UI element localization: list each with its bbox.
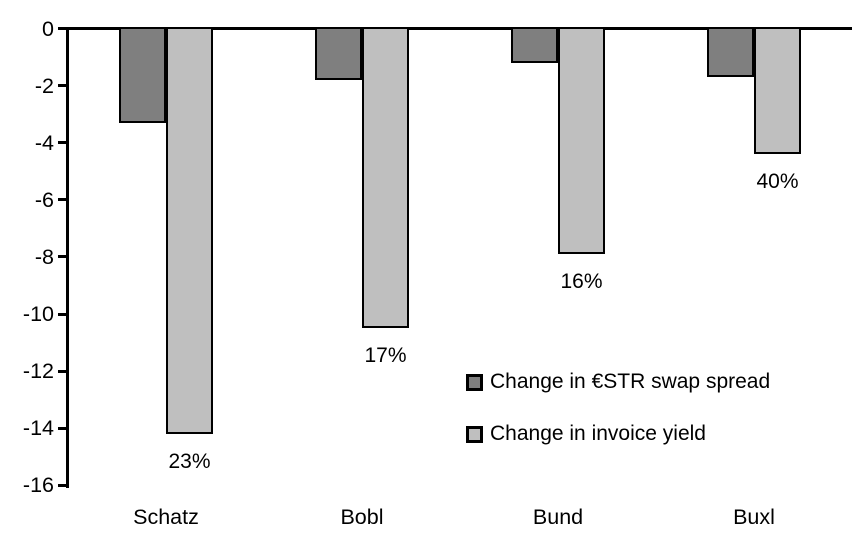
y-tick-label: 0 <box>42 16 54 41</box>
y-tick-label: -12 <box>22 359 54 384</box>
bar-bund-invoice-yield <box>558 28 605 255</box>
y-tick-mark <box>58 483 67 487</box>
zero-baseline <box>58 27 852 30</box>
x-axis-label-bund: Bund <box>532 505 584 529</box>
y-tick-mark <box>58 426 67 430</box>
data-label-schatz: 23% <box>168 450 211 474</box>
bar-buxl-invoice-yield <box>754 28 801 155</box>
legend: Change in €STR swap spread Change in inv… <box>466 370 770 446</box>
y-tick-mark <box>58 255 67 259</box>
bar-schatz-swap-spread <box>119 28 166 123</box>
bar-buxl-swap-spread <box>707 28 754 78</box>
data-label-bund: 16% <box>560 270 603 294</box>
data-label-buxl: 40% <box>756 170 799 194</box>
y-tick-label: -14 <box>22 416 54 441</box>
y-tick-mark <box>58 141 67 145</box>
legend-label-swap-spread: Change in €STR swap spread <box>490 370 771 393</box>
bar-bund-swap-spread <box>511 28 558 63</box>
x-axis-label-schatz: Schatz <box>133 505 199 529</box>
x-axis-label-buxl: Buxl <box>733 505 775 529</box>
y-tick-mark <box>58 84 67 88</box>
y-axis-line <box>66 27 69 488</box>
bar-bobl-swap-spread <box>315 28 362 80</box>
y-tick-label: -4 <box>34 130 54 155</box>
y-tick-label: -10 <box>22 302 54 327</box>
y-tick-mark <box>58 198 67 202</box>
legend-swatch-swap-spread-icon <box>466 373 483 391</box>
x-axis-label-bobl: Bobl <box>340 505 384 529</box>
data-label-bobl: 17% <box>364 344 407 368</box>
bar-schatz-invoice-yield <box>166 28 213 435</box>
y-tick-label: -16 <box>22 473 54 498</box>
y-tick-label: -8 <box>34 244 54 269</box>
y-tick-mark <box>58 369 67 373</box>
bar-bobl-invoice-yield <box>362 28 409 329</box>
legend-swatch-invoice-yield-icon <box>466 425 483 443</box>
legend-item-swap-spread: Change in €STR swap spread <box>466 370 770 394</box>
legend-label-invoice-yield: Change in invoice yield <box>490 422 706 445</box>
legend-item-invoice-yield: Change in invoice yield <box>466 422 770 446</box>
y-tick-label: -6 <box>34 187 54 212</box>
y-tick-mark <box>58 312 67 316</box>
y-tick-label: -2 <box>34 73 54 98</box>
